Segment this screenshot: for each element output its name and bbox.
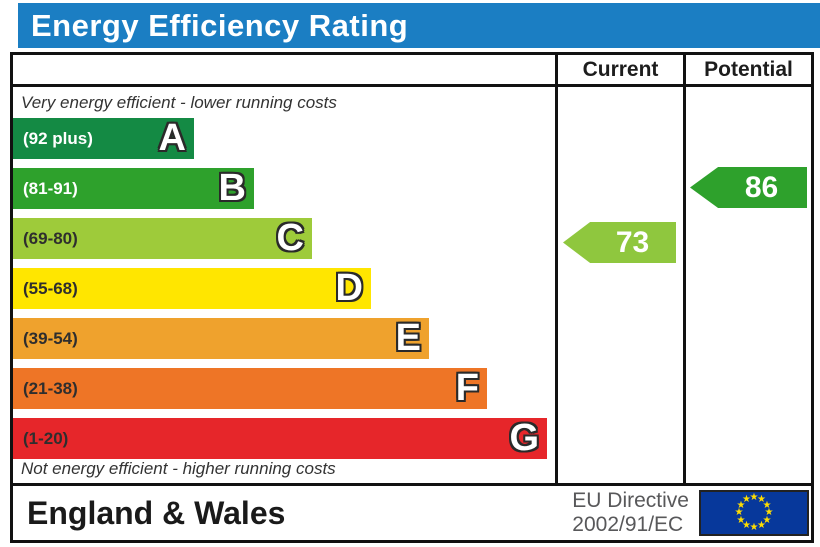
header-potential: Potential xyxy=(683,55,811,87)
band-a: (92 plus) A xyxy=(13,118,194,159)
band-e-range: (39-54) xyxy=(23,328,78,348)
rating-scale-column: Very energy efficient - lower running co… xyxy=(13,87,555,483)
band-f: (21-38) F xyxy=(13,368,487,409)
page-title-text: Energy Efficiency Rating xyxy=(31,7,409,43)
band-f-range: (21-38) xyxy=(23,378,78,398)
band-b-range: (81-91) xyxy=(23,178,78,198)
epc-rating-table: Current Potential Very energy efficient … xyxy=(10,52,814,543)
band-g: (1-20) G xyxy=(13,418,547,459)
current-value-column: 73 xyxy=(555,87,683,483)
band-d-letter: D xyxy=(335,267,363,309)
footer: England & Wales EU Directive 2002/91/EC … xyxy=(13,483,811,540)
page-title: Energy Efficiency Rating xyxy=(18,3,820,48)
band-a-range: (92 plus) xyxy=(23,128,93,148)
current-rating-value: 73 xyxy=(615,225,650,259)
band-c-letter: C xyxy=(276,217,304,259)
band-d-range: (55-68) xyxy=(23,278,78,298)
band-b: (81-91) B xyxy=(13,168,254,209)
eu-directive-label: EU Directive 2002/91/EC xyxy=(572,489,689,537)
band-c: (69-80) C xyxy=(13,218,312,259)
potential-rating-arrow: 86 xyxy=(690,167,807,208)
band-e: (39-54) E xyxy=(13,318,429,359)
footer-right: EU Directive 2002/91/EC ★ ★ ★ ★ ★ ★ ★ ★ ★ ★ ★ ★ xyxy=(572,489,811,537)
top-note: Very energy efficient - lower running co… xyxy=(21,93,337,112)
band-g-letter: G xyxy=(509,417,539,459)
band-d: (55-68) D xyxy=(13,268,371,309)
band-f-letter: F xyxy=(455,367,479,409)
eu-directive-line2: 2002/91/EC xyxy=(572,513,684,536)
band-e-letter: E xyxy=(395,317,421,359)
rating-bands: (92 plus) A (81-91) B (69-80) C (55-68) … xyxy=(13,118,555,459)
eu-directive-line1: EU Directive xyxy=(572,489,689,512)
region-label: England & Wales xyxy=(27,494,286,531)
potential-rating-value: 86 xyxy=(744,170,779,204)
current-rating-arrow: 73 xyxy=(563,222,676,263)
band-c-range: (69-80) xyxy=(23,228,78,248)
potential-value-column: 86 xyxy=(683,87,811,483)
header-spacer-cell xyxy=(13,55,555,87)
eu-flag-icon: ★ ★ ★ ★ ★ ★ ★ ★ ★ ★ ★ ★ xyxy=(699,490,809,536)
band-g-range: (1-20) xyxy=(23,428,69,448)
header-current: Current xyxy=(555,55,683,87)
bottom-note: Not energy efficient - higher running co… xyxy=(21,459,336,478)
band-a-letter: A xyxy=(158,117,186,159)
band-b-letter: B xyxy=(218,167,246,209)
